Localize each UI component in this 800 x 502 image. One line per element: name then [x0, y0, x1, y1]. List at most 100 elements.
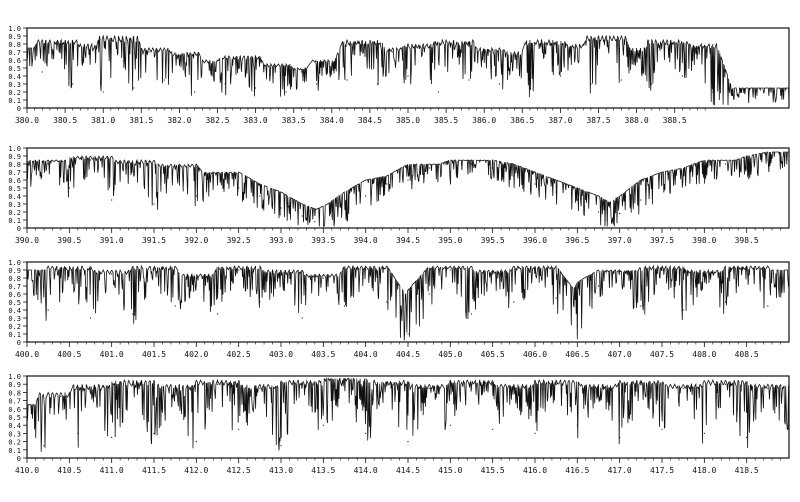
data-point [703, 273, 705, 275]
x-tick-label: 388.5 [663, 116, 687, 125]
data-point [767, 387, 769, 389]
x-tick-label: 413.5 [311, 466, 335, 475]
spectrum-series-line [26, 264, 790, 341]
data-point [492, 167, 494, 169]
data-point [216, 313, 219, 315]
data-point [746, 167, 748, 169]
data-point [314, 221, 316, 223]
y-tick-label: 0.4 [8, 73, 21, 81]
data-point [259, 387, 261, 389]
data-point [301, 215, 303, 217]
data-point [238, 269, 240, 271]
data-point [597, 285, 600, 287]
data-point [534, 269, 536, 271]
data-point [239, 59, 241, 61]
x-tick-label: 400.0 [15, 350, 39, 359]
x-tick-label: 402.0 [184, 350, 208, 359]
data-point [492, 273, 494, 275]
data-point [280, 445, 282, 447]
x-tick-label: 396.5 [565, 236, 589, 245]
data-point [682, 387, 684, 389]
data-point [195, 195, 197, 197]
data-point [322, 277, 324, 279]
data-point [682, 309, 684, 311]
y-tick-label: 0.8 [8, 389, 21, 397]
data-point [640, 199, 642, 201]
data-point [238, 428, 240, 430]
x-tick-label: 385.0 [396, 116, 420, 125]
spectrum-series-line [26, 377, 790, 452]
y-tick-label: 0 [17, 455, 21, 463]
x-tick-label: 388.0 [625, 116, 649, 125]
panel-3: 00.10.20.30.40.50.60.70.80.91.0 400.0 400.… [8, 259, 790, 359]
data-point [661, 269, 663, 271]
data-point [651, 83, 653, 85]
data-point [619, 436, 621, 439]
y-tick-label: 0.2 [8, 439, 21, 447]
x-tick-label: 411.5 [142, 466, 166, 475]
data-point [102, 91, 104, 93]
data-point [449, 269, 451, 271]
data-point [301, 383, 303, 385]
panel-1: 00.10.20.30.40.50.60.70.80.91.0 380.0 380.… [8, 25, 790, 125]
y-tick-label: 0.8 [8, 41, 21, 49]
y-tick-label: 1.0 [8, 25, 21, 33]
data-point [56, 43, 59, 45]
x-tick-label: 404.0 [354, 350, 378, 359]
y-tick-label: 0 [17, 339, 21, 347]
y-tick-label: 0.9 [8, 33, 21, 41]
x-tick-label: 387.0 [548, 116, 572, 125]
x-tick-label: 418.0 [692, 466, 716, 475]
data-point [788, 424, 790, 426]
y-tick-label: 0.3 [8, 81, 21, 89]
y-tick-label: 1.0 [8, 259, 21, 267]
data-point [60, 395, 62, 398]
data-point [386, 383, 388, 385]
data-point [555, 191, 557, 193]
data-point [174, 167, 176, 169]
y-tick-label: 0.1 [8, 97, 21, 105]
data-point [26, 273, 28, 275]
y-tick-label: 0.7 [8, 49, 21, 57]
y-tick-label: 0.9 [8, 153, 21, 161]
data-point [619, 273, 621, 275]
data-point [87, 47, 89, 49]
x-tick-label: 393.5 [311, 236, 335, 245]
data-point [77, 432, 79, 434]
data-point [470, 313, 473, 315]
data-point [174, 305, 176, 307]
x-tick-label: 412.5 [227, 466, 251, 475]
data-point [576, 199, 578, 201]
data-point [153, 269, 155, 271]
data-point [605, 39, 607, 41]
data-point [148, 51, 150, 53]
y-tick-label: 0.1 [8, 331, 21, 339]
y-tick-label: 0.3 [8, 430, 21, 438]
y-tick-label: 1.0 [8, 145, 21, 153]
data-point [361, 43, 363, 45]
data-point [392, 51, 394, 53]
data-point [559, 75, 562, 77]
x-tick-label: 406.5 [565, 350, 589, 359]
data-point [47, 309, 49, 311]
panel-2: 00.10.20.30.40.50.60.70.80.91.0 390.0 390.… [8, 145, 790, 245]
data-point [636, 51, 638, 53]
data-point [666, 43, 668, 45]
x-tick-label: 416.0 [523, 466, 547, 475]
data-point [483, 51, 485, 53]
y-tick-label: 0.7 [8, 398, 21, 406]
data-point [575, 47, 577, 49]
data-point [428, 167, 430, 169]
x-tick-label: 416.5 [565, 466, 589, 475]
data-point [619, 213, 621, 215]
y-tick-label: 0.4 [8, 307, 21, 315]
y-tick-label: 0.6 [8, 57, 21, 65]
data-point [255, 87, 257, 89]
data-point [724, 301, 727, 303]
x-tick-label: 394.5 [396, 236, 420, 245]
data-point [343, 305, 346, 307]
x-tick-label: 386.0 [472, 116, 496, 125]
data-point [449, 424, 451, 426]
y-tick-label: 0.3 [8, 315, 21, 323]
